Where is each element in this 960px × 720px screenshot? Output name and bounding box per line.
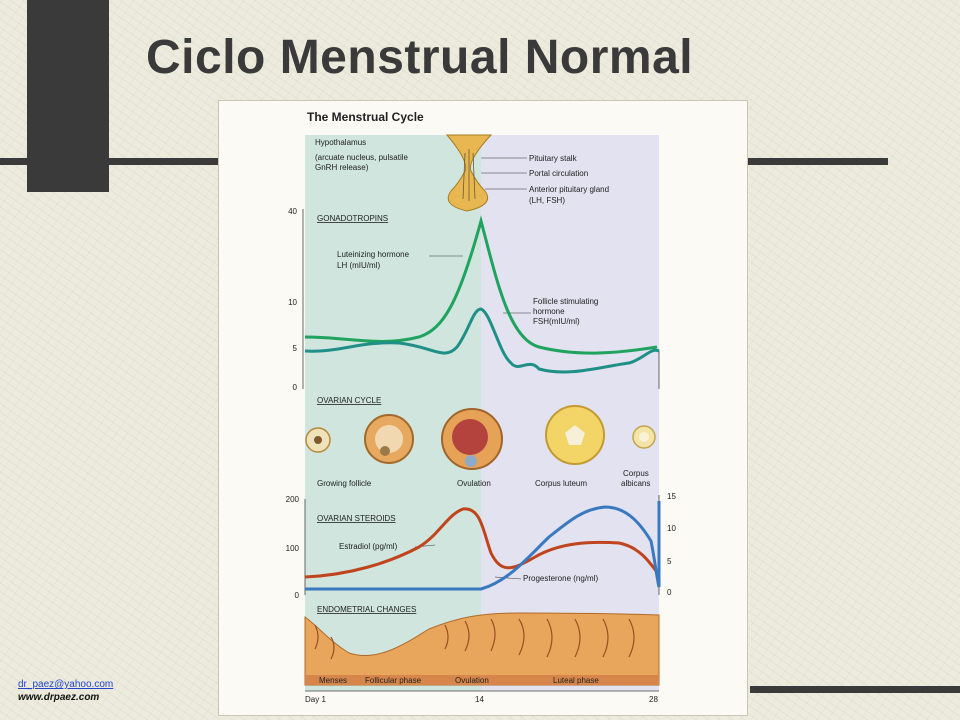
x-axis-day-14: 14 [475, 695, 484, 704]
figure-heading: The Menstrual Cycle [307, 110, 424, 124]
gonadotropins-header: GONADOTROPINS [317, 214, 388, 223]
x-axis-day-1: Day 1 [305, 695, 326, 704]
lh-fsh-label: (LH, FSH) [529, 196, 565, 205]
portal-circulation-label: Portal circulation [529, 169, 588, 178]
fsh-curve [304, 307, 660, 374]
progesterone-label: Progesterone (ng/ml) [523, 574, 598, 583]
gonadotropin-tick-5: 5 [293, 344, 298, 353]
fsh-unit-label: FSH(mIU/ml) [533, 317, 580, 326]
endometrial-changes-header: ENDOMETRIAL CHANGES [317, 605, 416, 614]
hypothalamus-label: Hypothalamus [315, 138, 366, 147]
progesterone-tick-10: 10 [667, 524, 676, 533]
corpus-luteum-label: Corpus luteum [535, 479, 587, 488]
header-rule-right [748, 158, 888, 165]
endometrium-illustration [304, 612, 660, 686]
ovarian-cycle-header: OVARIAN CYCLE [317, 396, 381, 405]
pituitary-illustration [445, 134, 493, 212]
menses-label: Menses [319, 676, 347, 685]
ovulation-label: Ovulation [457, 479, 491, 488]
estradiol-label: Estradiol (pg/ml) [339, 542, 398, 551]
ovarian-steroids-header: OVARIAN STEROIDS [317, 514, 396, 523]
hypothalamus-detail-1: (arcuate nucleus, pulsatile [315, 153, 408, 162]
svg-text:Pituitary stalk Portal cir: Pituitary stalk Portal circulation Anter… [529, 154, 611, 205]
progesterone-tick-0: 0 [667, 588, 672, 597]
progesterone-curve [305, 501, 661, 591]
corpus-albicans-label-2: albicans [621, 479, 650, 488]
estradiol-curve [304, 507, 661, 579]
footer-email-link[interactable]: dr_paez@yahoo.com [18, 679, 114, 690]
growing-follicle-label: Growing follicle [317, 479, 372, 488]
fsh-label-2: hormone [533, 307, 565, 316]
lh-label: Luteinizing hormone [337, 250, 410, 259]
follicular-phase-label: Follicular phase [365, 676, 422, 685]
fsh-label: Follicle stimulating [533, 297, 598, 306]
ovarian-follicles [305, 405, 656, 470]
anterior-pituitary-label: Anterior pituitary gland [529, 185, 609, 194]
slide-title: Ciclo Menstrual Normal [146, 31, 694, 84]
footer: dr_paez@yahoo.com www.drpaez.com [18, 678, 113, 704]
gonadotropin-tick-40: 40 [288, 207, 297, 216]
estradiol-tick-100: 100 [286, 544, 300, 553]
x-axis-day-28: 28 [649, 695, 658, 704]
lh-unit-label: LH (mIU/ml) [337, 261, 380, 270]
svg-text:Luteinizing hormone LH (mI: Luteinizing hormone LH (mIU/ml) [337, 250, 411, 270]
svg-text:Follicle stimulating hormo: Follicle stimulating hormone FSH(mIU/ml) [533, 297, 601, 326]
footer-rule [750, 686, 960, 693]
progesterone-tick-5: 5 [667, 557, 672, 566]
pituitary-stalk-label: Pituitary stalk [529, 154, 578, 163]
header-rule-left [0, 158, 232, 165]
estradiol-tick-0: 0 [295, 591, 300, 600]
hypothalamus-detail-2: GnRH release) [315, 163, 369, 172]
footer-website: www.drpaez.com [18, 692, 100, 703]
follicular-background [305, 135, 481, 691]
figure-canvas: The Menstrual Cycle Hypothalamus (arcuat… [286, 110, 677, 704]
ovulation-phase-label: Ovulation [455, 676, 489, 685]
menstrual-cycle-figure: The Menstrual Cycle Hypothalamus (arcuat… [218, 100, 748, 716]
lh-curve [304, 215, 658, 355]
estradiol-tick-200: 200 [286, 495, 300, 504]
gonadotropin-tick-0: 0 [293, 383, 298, 392]
corpus-albicans-label-1: Corpus [623, 469, 649, 478]
svg-text:Hypothalamus (arcuate nucl: Hypothalamus (arcuate nucleus, pulsatile… [315, 138, 410, 172]
gonadotropin-tick-10: 10 [288, 298, 297, 307]
luteal-phase-label: Luteal phase [553, 676, 599, 685]
progesterone-tick-15: 15 [667, 492, 676, 501]
